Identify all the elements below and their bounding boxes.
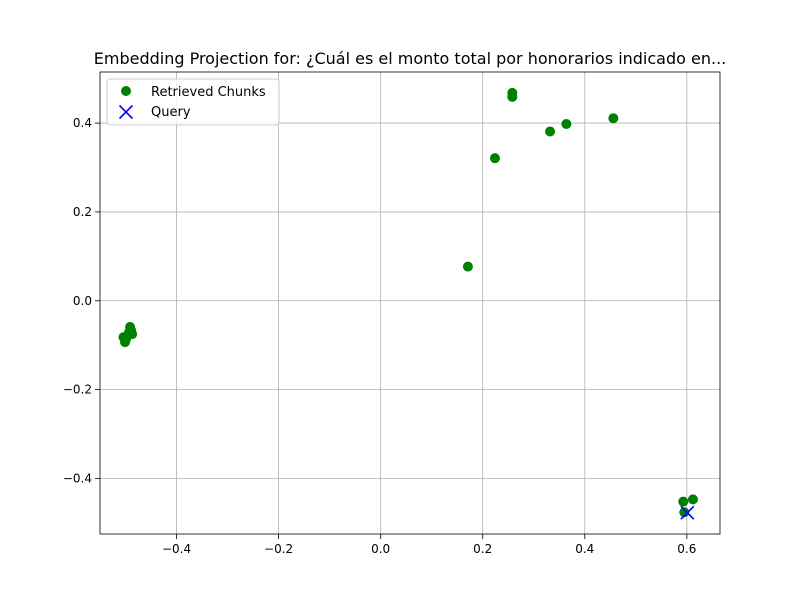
x-tick-label: 0.0 bbox=[371, 542, 390, 556]
query-point bbox=[680, 505, 695, 520]
y-tick-label: −0.2 bbox=[63, 383, 92, 397]
retrieved-chunk-point bbox=[120, 337, 131, 348]
y-tick-label: 0.2 bbox=[73, 205, 92, 219]
y-tick-label: 0.4 bbox=[73, 116, 92, 130]
x-tick-label: 0.4 bbox=[575, 542, 594, 556]
grid-lines bbox=[100, 72, 720, 534]
legend: Retrieved Chunks Query bbox=[106, 78, 280, 126]
retrieved-chunk-point bbox=[608, 113, 619, 124]
retrieved-chunk-point bbox=[545, 126, 556, 137]
retrieved-chunk-point bbox=[561, 118, 572, 129]
chart-title: Embedding Projection for: ¿Cuál es el mo… bbox=[94, 49, 727, 68]
legend-box bbox=[106, 78, 280, 126]
axes-frame bbox=[99, 71, 721, 535]
legend-label-query: Query bbox=[151, 105, 191, 120]
query-point-stroke bbox=[680, 505, 695, 520]
x-tick-label: 0.2 bbox=[473, 542, 492, 556]
x-tick-label: 0.6 bbox=[677, 542, 696, 556]
legend-marker-query bbox=[118, 104, 134, 120]
x-tick-label: −0.4 bbox=[162, 542, 191, 556]
legend-label-retrieved-chunks: Retrieved Chunks bbox=[151, 85, 266, 100]
legend-marker-retrieved-chunks bbox=[121, 86, 131, 96]
axes bbox=[99, 71, 721, 535]
data-points bbox=[118, 87, 698, 520]
y-tick-label: 0.0 bbox=[73, 294, 92, 308]
retrieved-chunk-point bbox=[679, 507, 690, 518]
retrieved-chunk-point bbox=[462, 261, 473, 272]
retrieved-chunk-point bbox=[687, 494, 698, 505]
retrieved-chunk-point bbox=[507, 91, 518, 102]
y-tick-label: −0.4 bbox=[63, 471, 92, 485]
retrieved-chunk-point bbox=[678, 496, 689, 507]
x-tick-label: −0.2 bbox=[264, 542, 293, 556]
retrieved-chunk-point bbox=[489, 153, 500, 164]
tick-marks: −0.4 −0.2 0.0 0.2 0.4 0.6 −0.4 −0.2 0.0 0.2 0.4 bbox=[63, 116, 697, 556]
